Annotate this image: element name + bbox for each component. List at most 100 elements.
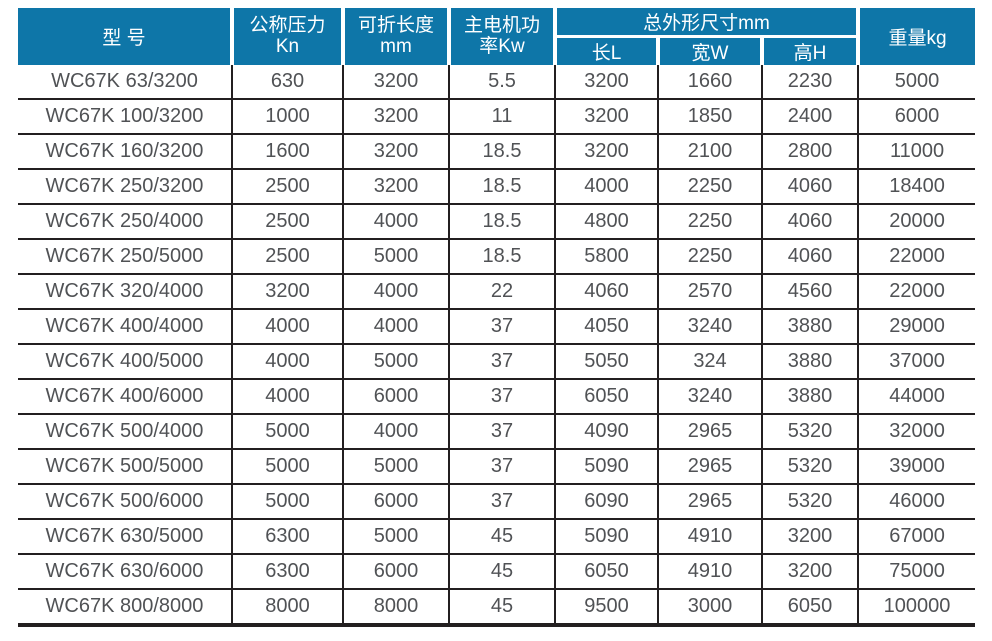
spec-value-cell: 630 xyxy=(232,65,344,100)
model-cell: WC67K 800/8000 xyxy=(18,589,233,627)
spec-value-cell: 324 xyxy=(658,344,763,380)
header-dim-length: 长L xyxy=(555,36,660,65)
spec-value-cell: 6000 xyxy=(858,99,976,135)
spec-value-cell: 2250 xyxy=(658,204,763,240)
spec-value-cell: 4800 xyxy=(555,204,659,240)
spec-value-cell: 3200 xyxy=(343,65,450,100)
spec-value-cell: 6000 xyxy=(343,484,450,520)
spec-value-cell: 5090 xyxy=(555,449,659,485)
spec-value-cell: 6050 xyxy=(762,589,860,627)
header-nominal-pressure-unit: Kn xyxy=(275,35,300,57)
table-row: WC67K 500/6000 5000 6000 37 6090 2965 5320 4600… xyxy=(18,484,976,520)
spec-value-cell: 4000 xyxy=(343,204,450,240)
spec-value-cell: 46000 xyxy=(858,484,976,520)
table-row: WC67K 400/4000 4000 4000 37 4050 3240 3880 2900… xyxy=(18,309,976,345)
header-motor-power-label: 主电机功 xyxy=(463,14,540,36)
spec-value-cell: 37 xyxy=(449,449,556,485)
table-row: WC67K 630/6000 6300 6000 45 6050 4910 3200 7500… xyxy=(18,554,976,590)
spec-value-cell: 5090 xyxy=(555,519,659,555)
spec-value-cell: 18.5 xyxy=(449,239,556,275)
spec-value-cell: 6090 xyxy=(555,484,659,520)
spec-value-cell: 4060 xyxy=(762,169,860,205)
table-row: WC67K 400/6000 4000 6000 37 6050 3240 3880 4400… xyxy=(18,379,976,415)
table-row: WC67K 250/4000 2500 4000 18.5 4800 2250 4060 20… xyxy=(18,204,976,240)
spec-value-cell: 9500 xyxy=(555,589,659,627)
spec-value-cell: 4000 xyxy=(343,309,450,345)
spec-value-cell: 2965 xyxy=(658,484,763,520)
table-row: WC67K 320/4000 3200 4000 22 4060 2570 4560 2200… xyxy=(18,274,976,310)
spec-value-cell: 18.5 xyxy=(449,169,556,205)
model-cell: WC67K 630/6000 xyxy=(18,554,233,590)
spec-value-cell: 32000 xyxy=(858,414,976,450)
spec-value-cell: 6000 xyxy=(343,554,450,590)
spec-value-cell: 3240 xyxy=(658,309,763,345)
spec-value-cell: 5320 xyxy=(762,484,860,520)
spec-value-cell: 5800 xyxy=(555,239,659,275)
spec-value-cell: 37 xyxy=(449,414,556,450)
spec-value-cell: 2570 xyxy=(658,274,763,310)
spec-value-cell: 2500 xyxy=(232,169,344,205)
spec-value-cell: 11 xyxy=(449,99,556,135)
model-cell: WC67K 630/5000 xyxy=(18,519,233,555)
spec-value-cell: 4050 xyxy=(555,309,659,345)
spec-value-cell: 2800 xyxy=(762,134,860,170)
spec-value-cell: 5000 xyxy=(232,449,344,485)
spec-value-cell: 6050 xyxy=(555,379,659,415)
spec-value-cell: 4910 xyxy=(658,554,763,590)
model-cell: WC67K 400/5000 xyxy=(18,344,233,380)
table-row: WC67K 250/5000 2500 5000 18.5 5800 2250 4060 22… xyxy=(18,239,976,275)
spec-value-cell: 39000 xyxy=(858,449,976,485)
header-nominal-pressure: 公称压力 Kn xyxy=(232,8,345,65)
spec-value-cell: 2250 xyxy=(658,239,763,275)
spec-value-cell: 4060 xyxy=(762,204,860,240)
spec-value-cell: 8000 xyxy=(232,589,344,627)
header-dim-height: 高H xyxy=(762,36,861,65)
spec-value-cell: 11000 xyxy=(858,134,976,170)
model-cell: WC67K 500/6000 xyxy=(18,484,233,520)
table-row: WC67K 100/3200 1000 3200 11 3200 1850 2400 6000 xyxy=(18,99,976,135)
model-cell: WC67K 160/3200 xyxy=(18,134,233,170)
spec-table-body: WC67K 63/3200 630 3200 5.5 3200 1660 2230 5000 W… xyxy=(18,65,976,627)
header-dim-width: 宽W xyxy=(658,36,764,65)
spec-value-cell: 3880 xyxy=(762,309,860,345)
spec-value-cell: 3200 xyxy=(762,554,860,590)
model-cell: WC67K 63/3200 xyxy=(18,65,233,100)
spec-value-cell: 18400 xyxy=(858,169,976,205)
spec-value-cell: 5000 xyxy=(343,239,450,275)
table-row: WC67K 250/3200 2500 3200 18.5 4000 2250 4060 18… xyxy=(18,169,976,205)
spec-value-cell: 2500 xyxy=(232,239,344,275)
model-cell: WC67K 320/4000 xyxy=(18,274,233,310)
spec-value-cell: 2250 xyxy=(658,169,763,205)
header-nominal-pressure-label: 公称压力 xyxy=(249,14,326,36)
spec-value-cell: 2965 xyxy=(658,414,763,450)
model-cell: WC67K 500/5000 xyxy=(18,449,233,485)
spec-value-cell: 5320 xyxy=(762,449,860,485)
spec-value-cell: 22000 xyxy=(858,274,976,310)
spec-value-cell: 5320 xyxy=(762,414,860,450)
header-motor-power-unit: 率Kw xyxy=(479,35,525,57)
model-cell: WC67K 250/5000 xyxy=(18,239,233,275)
spec-value-cell: 4000 xyxy=(343,414,450,450)
spec-value-cell: 4060 xyxy=(762,239,860,275)
table-row: WC67K 500/5000 5000 5000 37 5090 2965 5320 3900… xyxy=(18,449,976,485)
spec-value-cell: 4000 xyxy=(232,344,344,380)
spec-value-cell: 1660 xyxy=(658,65,763,100)
spec-value-cell: 3880 xyxy=(762,344,860,380)
header-model-label: 型 号 xyxy=(102,28,146,49)
spec-value-cell: 5050 xyxy=(555,344,659,380)
spec-table-header: 型 号 公称压力 Kn 可折长度 mm 主电机功 率Kw 总外形尺寸mm xyxy=(18,8,976,65)
spec-value-cell: 45 xyxy=(449,554,556,590)
spec-value-cell: 2230 xyxy=(762,65,860,100)
spec-value-cell: 3000 xyxy=(658,589,763,627)
spec-value-cell: 6300 xyxy=(232,519,344,555)
spec-value-cell: 3240 xyxy=(658,379,763,415)
header-dimensions-group: 总外形尺寸mm xyxy=(555,8,861,38)
spec-value-cell: 5000 xyxy=(343,519,450,555)
spec-value-cell: 3200 xyxy=(555,134,659,170)
spec-value-cell: 4000 xyxy=(343,274,450,310)
header-dimensions-group-label: 总外形尺寸mm xyxy=(643,13,770,34)
spec-value-cell: 4090 xyxy=(555,414,659,450)
spec-value-cell: 5000 xyxy=(858,65,976,100)
model-cell: WC67K 400/4000 xyxy=(18,309,233,345)
